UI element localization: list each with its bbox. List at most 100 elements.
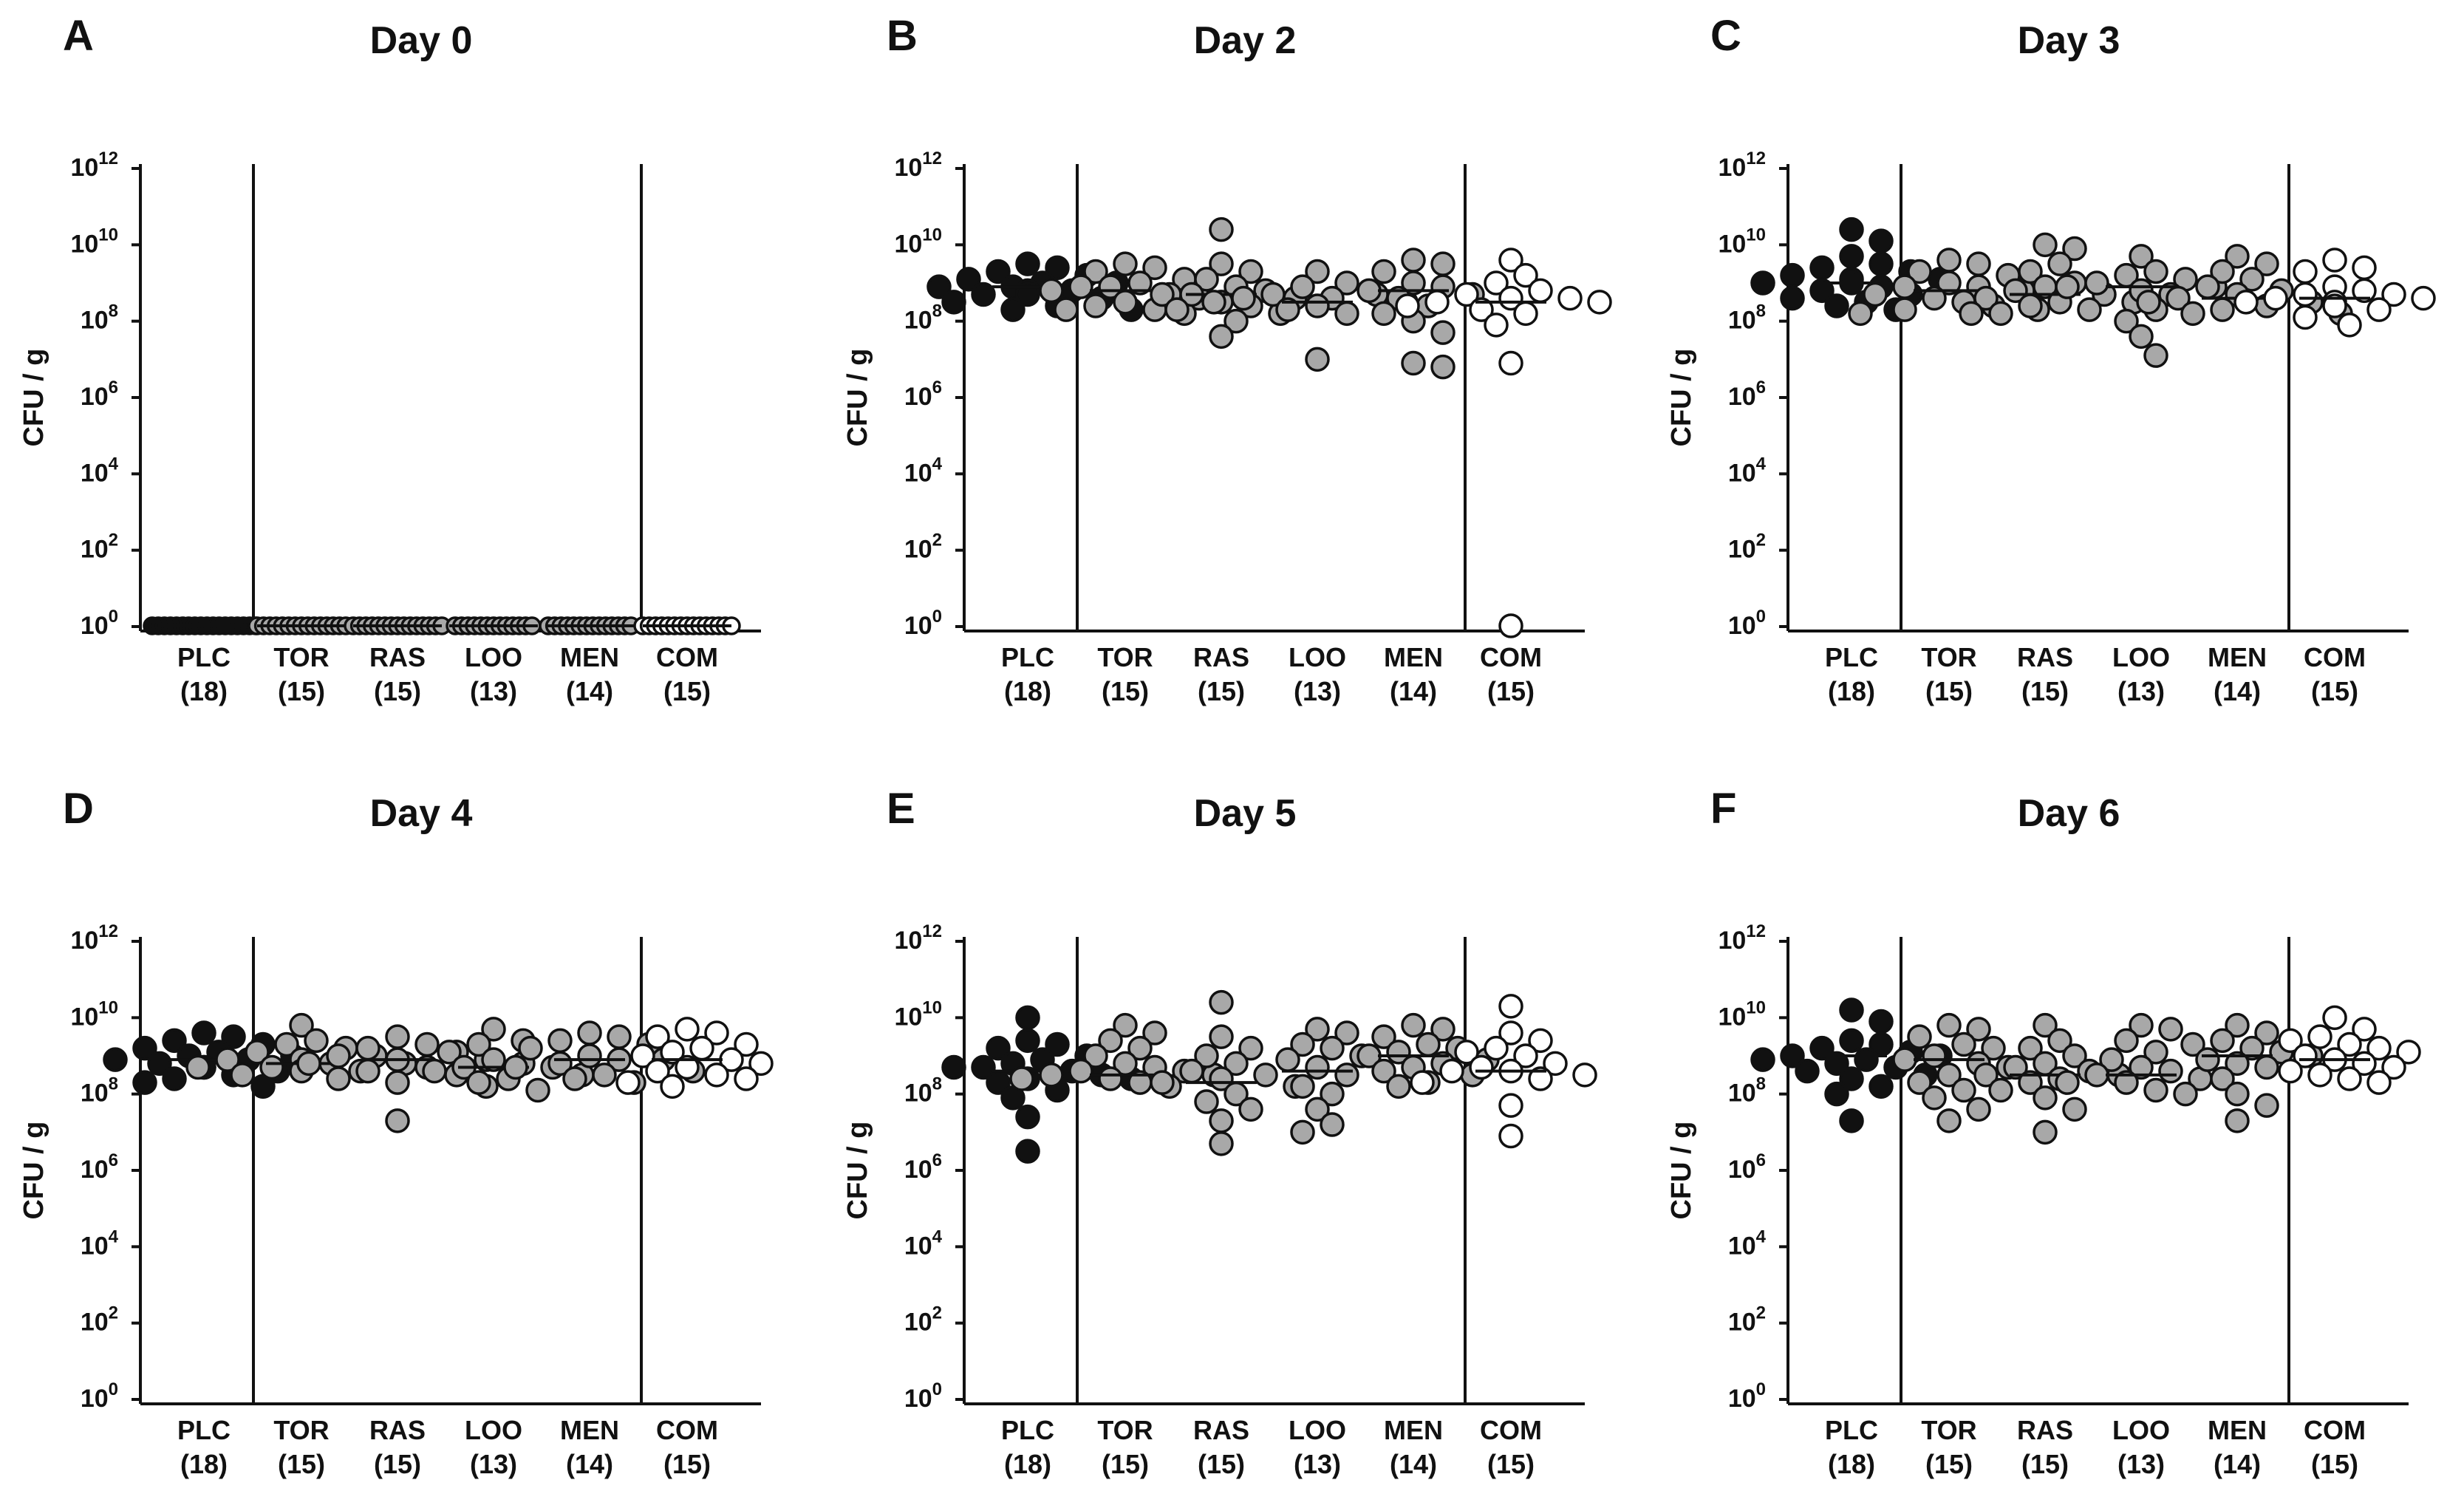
y-axis-label: CFU / g (1666, 1122, 1697, 1220)
x-tick-count: (13) (470, 676, 517, 706)
panel-letter: C (1710, 12, 1741, 60)
y-tick-label: 108 (1728, 1074, 1766, 1108)
data-point (1966, 1017, 1991, 1042)
x-tick-count: (18) (1828, 1449, 1875, 1479)
x-tick-label: MEN (1384, 642, 1443, 672)
data-point (2254, 1020, 2279, 1046)
data-point (1892, 1047, 1917, 1072)
x-tick-count: (18) (1828, 676, 1875, 706)
data-point (1201, 290, 1226, 315)
data-point (1750, 270, 1775, 296)
data-point (2173, 1081, 2198, 1107)
data-point (2239, 1035, 2265, 1061)
data-point (1959, 301, 1984, 327)
data-point (1164, 297, 1190, 322)
data-point (607, 1024, 632, 1049)
data-point (2322, 248, 2347, 273)
y-tick-base: 10 (904, 612, 932, 640)
data-point (414, 1031, 440, 1057)
x-tick-label: TOR (1921, 642, 1976, 672)
data-point (2352, 255, 2377, 281)
y-tick-base: 10 (904, 536, 932, 564)
data-point (2166, 285, 2191, 311)
y-tick-exponent: 4 (932, 1227, 943, 1246)
data-point (1209, 1108, 1234, 1133)
data-point (1395, 293, 1420, 318)
data-point (2084, 270, 2109, 296)
y-tick-exponent: 2 (109, 1303, 118, 1323)
data-point (1401, 350, 1426, 376)
data-point (289, 1012, 314, 1038)
y-tick-label: 1010 (70, 997, 118, 1031)
y-tick-label: 102 (904, 531, 942, 564)
x-tick-count: (15) (1198, 1449, 1245, 1479)
data-point (1238, 259, 1263, 284)
data-point (1068, 1058, 1093, 1084)
data-point (1498, 350, 1523, 376)
x-tick-label: PLC (1825, 642, 1878, 672)
y-tick-label: 100 (81, 607, 118, 640)
y-tick-label: 100 (904, 607, 942, 640)
y-tick-label: 104 (1728, 1227, 1767, 1260)
data-point (660, 1040, 685, 1065)
data-point (1557, 285, 1583, 311)
y-tick-exponent: 10 (98, 997, 118, 1017)
data-point (689, 1035, 714, 1061)
y-tick-label: 108 (904, 301, 942, 335)
x-tick-label: COM (2304, 642, 2366, 672)
data-point (1231, 285, 1256, 311)
data-point (2195, 274, 2220, 299)
x-tick-count: (14) (2214, 1449, 2261, 1479)
y-tick-base: 10 (81, 307, 109, 335)
x-tick-label: MEN (2208, 642, 2267, 672)
data-point (185, 1054, 211, 1080)
data-point (2077, 297, 2102, 322)
y-tick-exponent: 0 (932, 1379, 942, 1399)
x-tick-count: (13) (2117, 1449, 2165, 1479)
y-tick-exponent: 8 (932, 301, 942, 321)
data-point (926, 274, 952, 299)
data-point (1498, 994, 1523, 1019)
data-point (1386, 1040, 1411, 1065)
y-tick-exponent: 10 (98, 225, 118, 245)
y-tick-base: 10 (904, 1309, 932, 1337)
panel-letter: B (887, 12, 918, 60)
data-point (645, 1024, 670, 1049)
data-point (1907, 259, 1932, 284)
y-tick-label: 102 (904, 1303, 942, 1337)
data-point (2114, 308, 2139, 334)
data-point (1498, 1020, 1523, 1046)
data-point (1386, 1074, 1411, 1099)
x-tick-count: (13) (2117, 676, 2165, 706)
data-point (1839, 997, 1864, 1023)
y-tick-label: 108 (81, 301, 118, 335)
data-point (1839, 216, 1864, 242)
y-tick-exponent: 0 (1756, 1379, 1766, 1399)
x-tick-count: (15) (374, 1449, 421, 1479)
y-tick-exponent: 12 (1746, 921, 1766, 941)
data-point (2322, 293, 2347, 318)
y-tick-exponent: 0 (109, 1379, 118, 1399)
data-point (2018, 293, 2043, 318)
data-point (1498, 613, 1523, 638)
data-point (326, 1043, 351, 1068)
data-point (1401, 248, 1426, 273)
data-point (1430, 251, 1455, 276)
data-point (1528, 278, 1553, 304)
y-tick-exponent: 0 (932, 607, 942, 627)
data-point (1334, 270, 1359, 296)
x-tick-count: (15) (663, 1449, 711, 1479)
data-point (1083, 1043, 1108, 1068)
data-point (1290, 1119, 1315, 1145)
data-point (1224, 308, 1249, 334)
x-tick-label: MEN (1384, 1415, 1443, 1445)
data-point (1305, 259, 1330, 284)
y-tick-base: 10 (1728, 612, 1756, 640)
data-point (132, 1070, 157, 1095)
data-point (2366, 1035, 2392, 1061)
x-tick-label: LOO (2112, 642, 2170, 672)
y-axis-label: CFU / g (842, 349, 873, 447)
y-tick-exponent: 8 (109, 301, 118, 321)
